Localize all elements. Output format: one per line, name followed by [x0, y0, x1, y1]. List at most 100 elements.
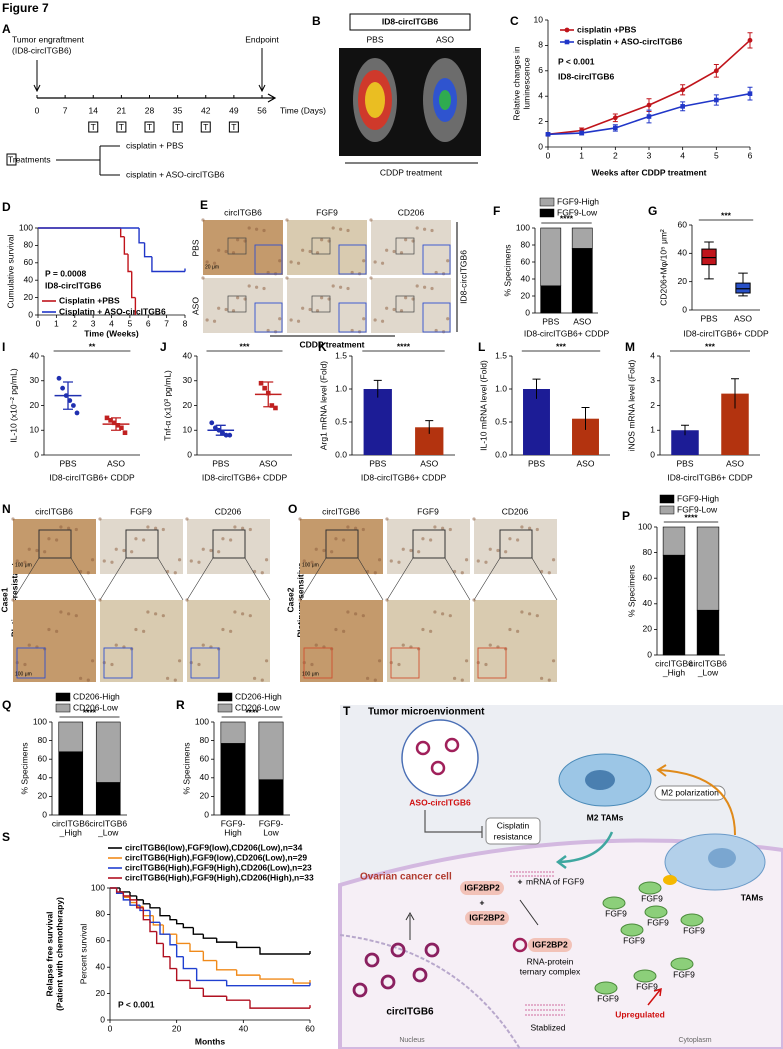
aso-vesicle: [401, 719, 479, 797]
ihc-cell: [504, 550, 508, 554]
legend-swatch: [217, 692, 233, 702]
ihc-cell: [23, 560, 27, 564]
arrow-orange: [656, 764, 736, 836]
survival-step: [143, 242, 152, 258]
legend-label: Cisplatin + ASO-circITGB6: [59, 306, 166, 316]
ihc-cell: [484, 560, 488, 564]
arrow-teal: [555, 831, 614, 869]
ihc-cell: [43, 550, 47, 554]
y-tick-label: 80: [200, 735, 210, 745]
legend-swatch: [539, 208, 555, 218]
y-tick-label: 0: [525, 307, 530, 317]
survival-step: [235, 969, 260, 976]
ihc-cell: [301, 306, 305, 310]
ihc-cell: [233, 525, 237, 529]
legend-label: Cisplatin +PBS: [59, 295, 120, 305]
ihc-cell: [173, 571, 177, 575]
panel-label: L: [478, 340, 485, 354]
group-label: PBS: [366, 34, 383, 44]
circrna: [352, 982, 368, 998]
panel-label: K: [318, 340, 327, 354]
ihc-cell: [55, 629, 59, 633]
y-tick-label: 40: [643, 598, 653, 608]
x-tick-label: FGF9-: [259, 818, 284, 828]
y-tick-label: 60: [643, 572, 653, 582]
significance: ****: [684, 512, 698, 522]
ihc-cell: [252, 676, 257, 680]
x-tick-label: 4: [109, 318, 114, 328]
resistance-label: Cisplatin: [497, 820, 530, 830]
survival-step: [192, 927, 204, 935]
survival-step: [202, 988, 227, 997]
zoom-inset: [254, 302, 283, 333]
bar-segment: [258, 721, 284, 780]
data-point: [227, 432, 233, 438]
ihc-cell: [404, 296, 408, 300]
survival-step: [175, 968, 190, 982]
significance: ****: [560, 213, 574, 223]
y-axis-label: (Patient with chemotherapy): [54, 897, 64, 1011]
y-tick-label: 0.5: [495, 416, 507, 426]
significance: ****: [245, 707, 259, 717]
ihc-image: [387, 600, 470, 682]
data-point: [646, 114, 652, 119]
scale-label: 100 μm: [302, 671, 319, 677]
x-tick-label: 4: [680, 150, 685, 160]
ihc-cell: [260, 571, 264, 575]
day-label: 56: [257, 105, 267, 115]
data-point: [680, 104, 685, 109]
x-tick-label: 2: [72, 318, 77, 328]
ihc-cell: [339, 227, 343, 231]
zoom-lines: [99, 557, 184, 601]
complex-label: RNA-protein: [527, 956, 574, 966]
circrna: [424, 942, 440, 958]
ihc-cell: [247, 284, 251, 288]
bar-segment: [540, 285, 562, 314]
ihc-cell: [229, 629, 233, 633]
survival-step: [155, 931, 164, 945]
significance: ***: [721, 210, 732, 220]
ihc-cell: [334, 537, 338, 541]
bar-segment: [220, 743, 246, 816]
panel-label: J: [160, 340, 167, 354]
ihc-cell: [342, 629, 346, 633]
box: [735, 282, 751, 294]
y-tick-label: 0: [650, 449, 655, 459]
aso-label: ASO-circITGB6: [409, 797, 471, 807]
ihc-cell: [289, 260, 293, 264]
ihc-cell: [59, 610, 63, 614]
ihc-cell: [314, 643, 318, 647]
data-point: [747, 91, 753, 96]
arrow: [258, 48, 266, 93]
y-tick-label: 1.0: [495, 383, 507, 393]
ihc-cell: [315, 251, 320, 255]
ihc-cell: [362, 317, 366, 321]
y-tick-label: 20: [96, 988, 106, 998]
column-label: CD206: [502, 506, 529, 516]
y-tick-label: 4: [538, 90, 543, 100]
annotation: (ID8-circITGB6): [12, 45, 72, 55]
protein: [465, 911, 509, 925]
x-tick-label: PBS: [212, 458, 229, 468]
legend-swatch: [659, 494, 675, 504]
survival-step: [129, 891, 137, 897]
ihc-cell: [310, 662, 314, 667]
complex-label: ternary complex: [520, 966, 581, 976]
ihc-cell: [255, 227, 259, 231]
ihc-cell: [142, 629, 146, 633]
ihc-cell: [460, 571, 464, 575]
zoom-box: [38, 529, 72, 559]
scale-label: 100 μm: [15, 671, 32, 677]
polarization-label: M2 polarization: [661, 787, 719, 797]
circrna: [390, 942, 406, 958]
zoom-box: [125, 529, 159, 559]
ihc-image: [203, 220, 283, 275]
ihc-cell: [201, 218, 205, 222]
y-tick-label: 40: [30, 350, 40, 360]
data-point: [680, 87, 686, 93]
x-tick-label: _High: [59, 827, 82, 837]
ihc-image: [187, 600, 270, 682]
ihc-cell: [98, 598, 102, 602]
column-label: FGF9: [130, 506, 152, 516]
legend-label: cisplatin + ASO-circITGB6: [577, 36, 683, 46]
